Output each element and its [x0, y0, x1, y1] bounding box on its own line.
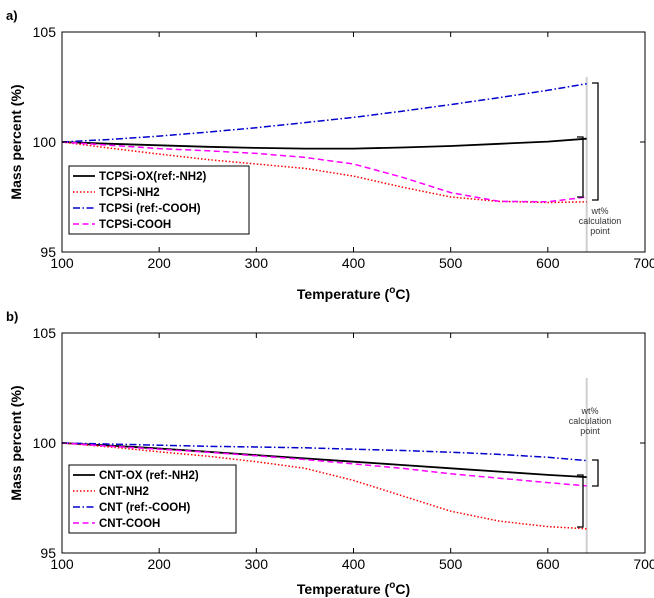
calculation-point-annotation: point: [580, 426, 600, 436]
legend-label-3: CNT (ref:-COOH): [99, 502, 191, 514]
calculation-point-annotation: wt%: [580, 406, 598, 416]
legend-label-2: TCPSi-NH2: [99, 187, 160, 199]
calculation-point-annotation: point: [590, 226, 610, 236]
series-line-3: [62, 82, 587, 143]
legend-label-2: CNT-NH2: [99, 486, 149, 498]
x-axis-label: Temperature (oC): [297, 580, 410, 597]
y-axis-label: Mass percent (%): [8, 84, 24, 199]
x-tick-label: 700: [633, 255, 654, 271]
panel-label: b): [6, 309, 18, 324]
chart-panel-1: a)100 200 300 400 500 600 70095100105Temperatu…: [6, 8, 654, 302]
legend-label-4: CNT-COOH: [99, 518, 160, 530]
bracket-1: [592, 82, 599, 201]
legend-box: [68, 165, 250, 235]
series-line-4: [62, 141, 587, 203]
calculation-point-annotation: calculation: [579, 216, 622, 226]
series-group: [62, 82, 587, 204]
x-tick-label: 600: [536, 556, 560, 572]
series-group: [62, 442, 587, 530]
y-tick-label: 95: [40, 244, 56, 260]
y-tick-label: 105: [33, 24, 57, 40]
chart-panel-2: b)100 200 300 400 500 600 70095100105Temperatu…: [6, 309, 654, 597]
y-tick-label: 100: [33, 134, 57, 150]
y-tick-label: 100: [33, 435, 57, 451]
series-line-4: [62, 442, 587, 487]
legend-label-4: TCPSi-COOH: [99, 219, 171, 231]
x-tick-label: 300: [245, 556, 269, 572]
legend-label-3: TCPSi (ref:-COOH): [99, 203, 201, 215]
x-tick-label: 400: [342, 255, 366, 271]
bracket-1: [592, 459, 599, 487]
panel-label: a): [6, 8, 18, 23]
x-tick-label: 100: [50, 255, 74, 271]
y-tick-label: 95: [40, 545, 56, 561]
bracket-2: [577, 474, 584, 528]
y-axis-label: Mass percent (%): [8, 385, 24, 500]
x-tick-label: 600: [536, 255, 560, 271]
x-tick-label: 100: [50, 556, 74, 572]
bracket-2: [577, 136, 584, 198]
legend-label-1: CNT-OX (ref:-NH2): [99, 470, 199, 482]
x-axis-label: Temperature (oC): [297, 285, 410, 302]
x-tick-label: 500: [439, 255, 463, 271]
legend-box: [68, 464, 237, 534]
y-tick-label: 105: [33, 325, 57, 341]
x-tick-label: 200: [147, 255, 171, 271]
legend: TCPSi-OX(ref:-NH2) TCPSi-NH2 TCPSi (ref:-C…: [68, 165, 250, 235]
x-tick-label: 300: [245, 255, 269, 271]
x-tick-label: 400: [342, 556, 366, 572]
x-tick-label: 200: [147, 556, 171, 572]
legend: CNT-OX (ref:-NH2) CNT-NH2 CNT (ref:-COOH) C…: [68, 464, 237, 534]
x-tick-label: 500: [439, 556, 463, 572]
series-line-1: [62, 137, 587, 150]
calculation-point-annotation: wt%: [590, 206, 608, 216]
legend-label-1: TCPSi-OX(ref:-NH2): [99, 171, 207, 183]
x-tick-label: 700: [633, 556, 654, 572]
series-line-3: [62, 442, 587, 462]
calculation-point-annotation: calculation: [569, 416, 612, 426]
